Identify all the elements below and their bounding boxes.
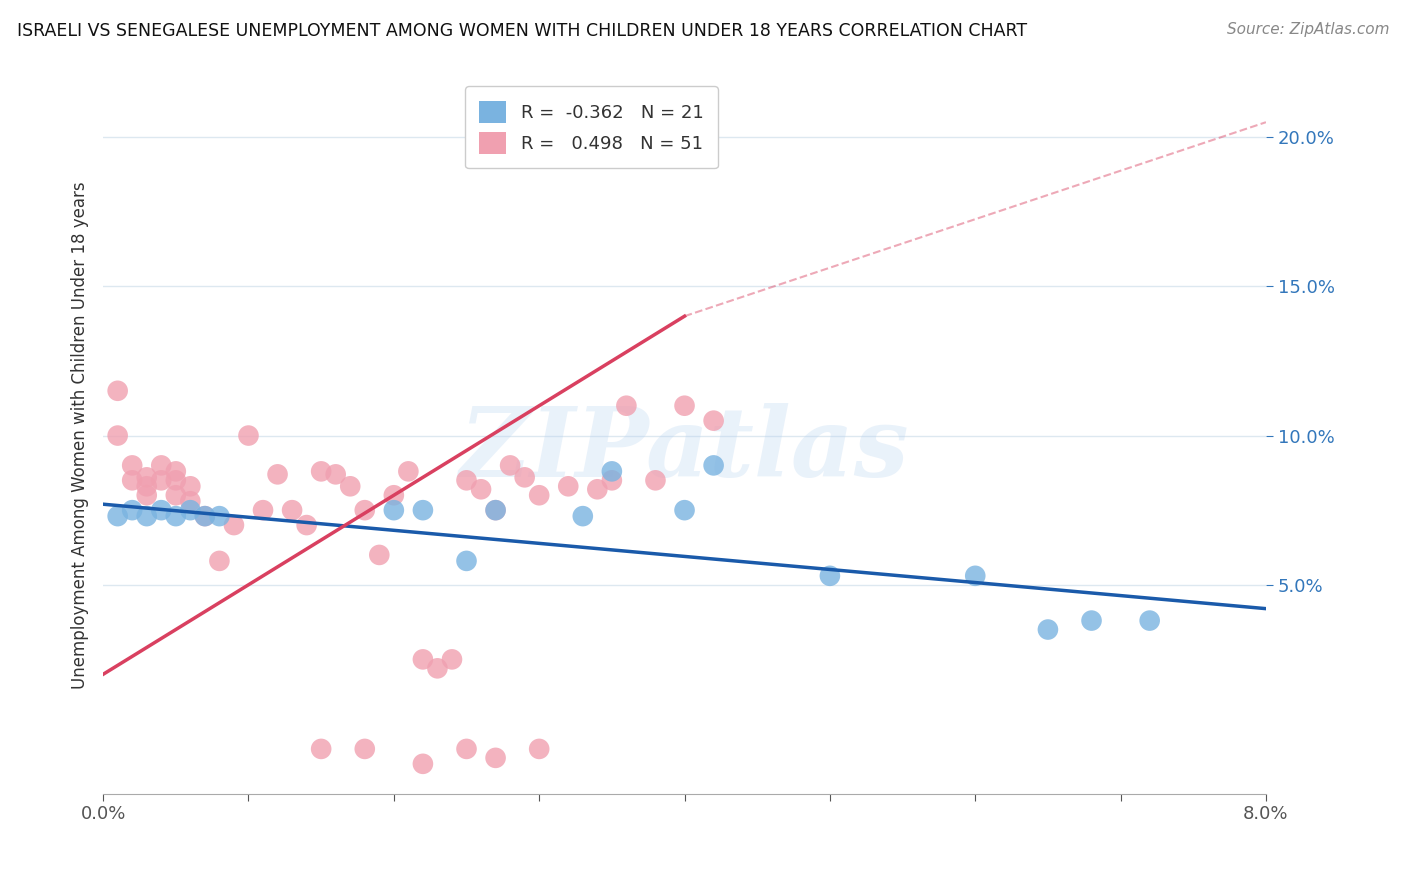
- Point: [499, 458, 522, 473]
- Point: [165, 488, 187, 502]
- Point: [121, 458, 143, 473]
- Point: [456, 554, 478, 568]
- Point: [179, 479, 201, 493]
- Point: [412, 503, 434, 517]
- Point: [600, 473, 623, 487]
- Point: [135, 509, 157, 524]
- Point: [165, 473, 187, 487]
- Point: [382, 488, 405, 502]
- Point: [107, 384, 129, 398]
- Point: [1036, 623, 1059, 637]
- Point: [179, 503, 201, 517]
- Point: [295, 518, 318, 533]
- Text: Source: ZipAtlas.com: Source: ZipAtlas.com: [1226, 22, 1389, 37]
- Point: [135, 470, 157, 484]
- Point: [396, 464, 419, 478]
- Point: [673, 399, 696, 413]
- Point: [527, 742, 550, 756]
- Point: [470, 483, 492, 497]
- Point: [703, 414, 725, 428]
- Point: [150, 473, 173, 487]
- Point: [426, 661, 449, 675]
- Point: [194, 509, 217, 524]
- Point: [252, 503, 274, 517]
- Point: [222, 518, 245, 533]
- Point: [440, 652, 463, 666]
- Point: [484, 503, 506, 517]
- Point: [309, 464, 332, 478]
- Point: [150, 503, 173, 517]
- Point: [644, 473, 666, 487]
- Point: [412, 756, 434, 771]
- Text: ZIPatlas: ZIPatlas: [460, 403, 910, 497]
- Point: [456, 742, 478, 756]
- Point: [165, 509, 187, 524]
- Point: [572, 509, 595, 524]
- Point: [368, 548, 391, 562]
- Point: [818, 569, 841, 583]
- Point: [281, 503, 304, 517]
- Point: [107, 509, 129, 524]
- Point: [150, 458, 173, 473]
- Point: [616, 399, 638, 413]
- Point: [121, 503, 143, 517]
- Point: [382, 503, 405, 517]
- Point: [703, 458, 725, 473]
- Point: [208, 554, 231, 568]
- Text: ISRAELI VS SENEGALESE UNEMPLOYMENT AMONG WOMEN WITH CHILDREN UNDER 18 YEARS CORR: ISRAELI VS SENEGALESE UNEMPLOYMENT AMONG…: [17, 22, 1026, 40]
- Point: [513, 470, 536, 484]
- Point: [586, 483, 609, 497]
- Y-axis label: Unemployment Among Women with Children Under 18 years: Unemployment Among Women with Children U…: [72, 182, 89, 690]
- Point: [194, 509, 217, 524]
- Point: [557, 479, 579, 493]
- Point: [965, 569, 987, 583]
- Point: [673, 503, 696, 517]
- Point: [412, 652, 434, 666]
- Point: [165, 464, 187, 478]
- Point: [135, 488, 157, 502]
- Point: [266, 467, 288, 482]
- Legend: R =  -0.362   N = 21, R =   0.498   N = 51: R = -0.362 N = 21, R = 0.498 N = 51: [465, 87, 718, 169]
- Point: [600, 464, 623, 478]
- Point: [121, 473, 143, 487]
- Point: [353, 503, 375, 517]
- Point: [179, 494, 201, 508]
- Point: [484, 503, 506, 517]
- Point: [1139, 614, 1161, 628]
- Point: [484, 751, 506, 765]
- Point: [325, 467, 347, 482]
- Point: [1080, 614, 1102, 628]
- Point: [339, 479, 361, 493]
- Point: [107, 428, 129, 442]
- Point: [527, 488, 550, 502]
- Point: [135, 479, 157, 493]
- Point: [238, 428, 260, 442]
- Point: [309, 742, 332, 756]
- Point: [456, 473, 478, 487]
- Point: [353, 742, 375, 756]
- Point: [208, 509, 231, 524]
